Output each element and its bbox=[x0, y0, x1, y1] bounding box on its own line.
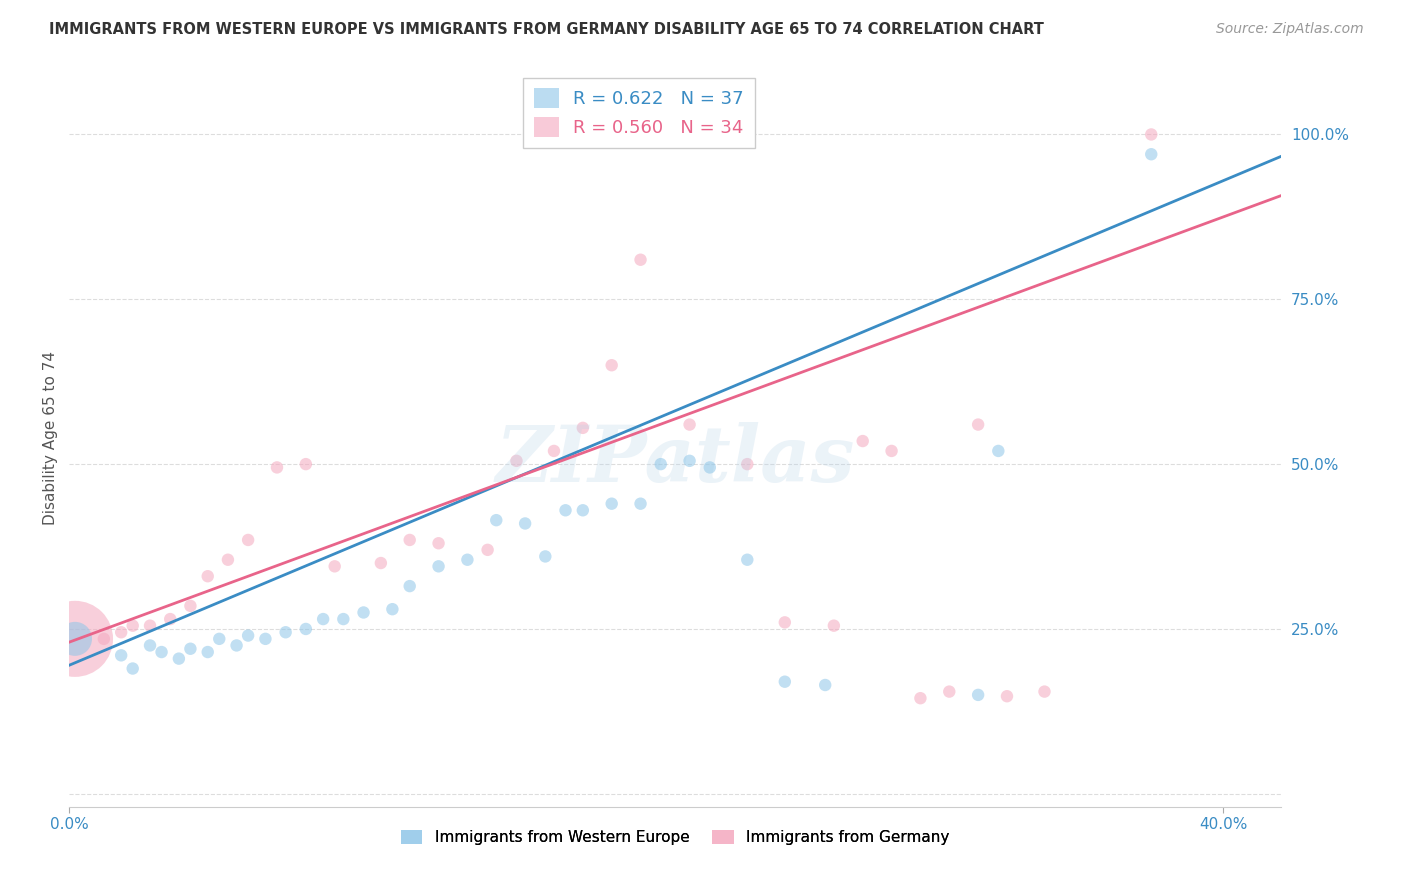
Point bbox=[852, 434, 875, 448]
Text: IMMIGRANTS FROM WESTERN EUROPE VS IMMIGRANTS FROM GERMANY DISABILITY AGE 65 TO 7: IMMIGRANTS FROM WESTERN EUROPE VS IMMIGR… bbox=[49, 22, 1045, 37]
Point bbox=[967, 417, 990, 432]
Point bbox=[987, 444, 1010, 458]
Point bbox=[323, 559, 346, 574]
Point bbox=[63, 632, 86, 646]
Point bbox=[197, 645, 219, 659]
Point bbox=[274, 625, 297, 640]
Point bbox=[295, 622, 318, 636]
Point bbox=[353, 606, 375, 620]
Point bbox=[236, 629, 259, 643]
Point bbox=[150, 645, 173, 659]
Point bbox=[312, 612, 335, 626]
Point bbox=[1140, 147, 1163, 161]
Point bbox=[266, 460, 288, 475]
Point bbox=[63, 632, 86, 646]
Point bbox=[477, 542, 499, 557]
Point bbox=[295, 457, 318, 471]
Point bbox=[427, 536, 450, 550]
Point bbox=[699, 460, 721, 475]
Point bbox=[110, 648, 132, 663]
Point bbox=[505, 454, 527, 468]
Point bbox=[630, 497, 652, 511]
Point bbox=[938, 684, 960, 698]
Point bbox=[995, 690, 1018, 704]
Point bbox=[678, 417, 700, 432]
Point bbox=[1140, 128, 1163, 142]
Point bbox=[121, 618, 143, 632]
Point bbox=[534, 549, 557, 564]
Point bbox=[427, 559, 450, 574]
Point bbox=[370, 556, 392, 570]
Point bbox=[225, 639, 247, 653]
Point bbox=[485, 513, 508, 527]
Point bbox=[880, 444, 903, 458]
Point bbox=[332, 612, 354, 626]
Point bbox=[773, 674, 796, 689]
Point bbox=[139, 639, 162, 653]
Point bbox=[910, 691, 932, 706]
Point bbox=[513, 516, 536, 531]
Point bbox=[398, 579, 420, 593]
Point bbox=[572, 421, 595, 435]
Point bbox=[456, 552, 478, 566]
Point bbox=[167, 651, 190, 665]
Point bbox=[179, 641, 201, 656]
Point bbox=[179, 599, 201, 613]
Legend: Immigrants from Western Europe, Immigrants from Germany: Immigrants from Western Europe, Immigran… bbox=[395, 823, 956, 851]
Text: Source: ZipAtlas.com: Source: ZipAtlas.com bbox=[1216, 22, 1364, 37]
Point bbox=[93, 632, 115, 646]
Point bbox=[236, 533, 259, 547]
Point bbox=[110, 625, 132, 640]
Point bbox=[600, 497, 623, 511]
Text: ZIPatlas: ZIPatlas bbox=[495, 422, 855, 498]
Point bbox=[398, 533, 420, 547]
Point bbox=[600, 358, 623, 372]
Point bbox=[543, 444, 565, 458]
Point bbox=[814, 678, 837, 692]
Point bbox=[217, 552, 239, 566]
Point bbox=[737, 457, 759, 471]
Point bbox=[159, 612, 181, 626]
Point bbox=[650, 457, 672, 471]
Point bbox=[554, 503, 576, 517]
Point bbox=[121, 661, 143, 675]
Point bbox=[254, 632, 277, 646]
Point bbox=[823, 618, 845, 632]
Point bbox=[572, 503, 595, 517]
Point bbox=[773, 615, 796, 630]
Point bbox=[208, 632, 231, 646]
Point bbox=[737, 552, 759, 566]
Point bbox=[678, 454, 700, 468]
Point bbox=[381, 602, 404, 616]
Point bbox=[139, 618, 162, 632]
Point bbox=[967, 688, 990, 702]
Point bbox=[1033, 684, 1056, 698]
Point bbox=[630, 252, 652, 267]
Y-axis label: Disability Age 65 to 74: Disability Age 65 to 74 bbox=[44, 351, 58, 524]
Point bbox=[197, 569, 219, 583]
